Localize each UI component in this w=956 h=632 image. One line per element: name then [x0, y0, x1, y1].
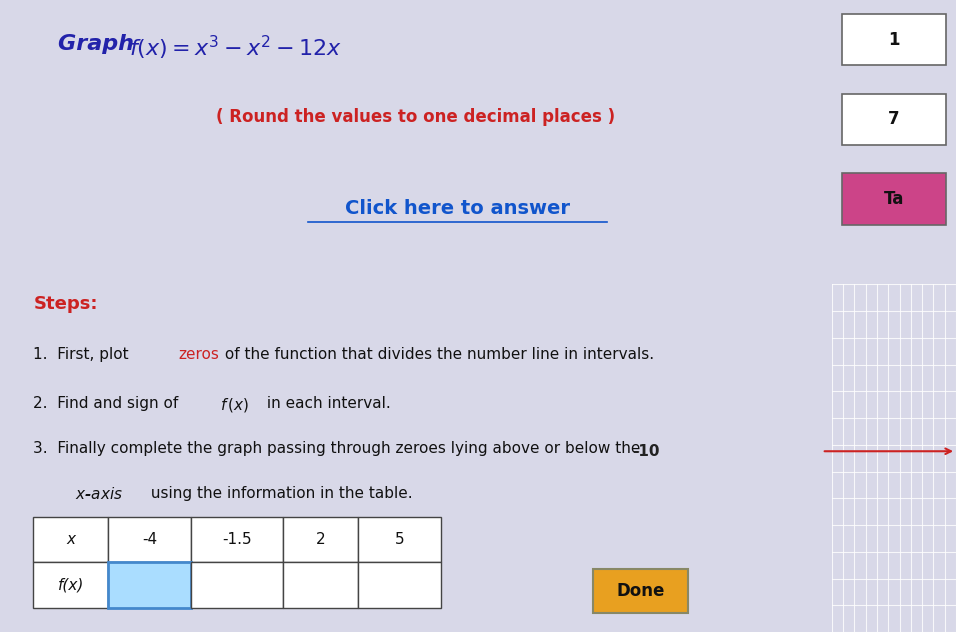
Text: ( Round the values to one decimal places ): ( Round the values to one decimal places…	[216, 108, 616, 126]
Text: 1: 1	[888, 31, 900, 49]
Text: 2: 2	[315, 532, 325, 547]
Text: in each interval.: in each interval.	[262, 396, 391, 411]
Text: zeros: zeros	[179, 347, 220, 362]
Bar	[108, 562, 191, 608]
Bar	[358, 562, 441, 608]
Text: -10: -10	[632, 444, 660, 459]
Text: 5: 5	[395, 532, 404, 547]
Text: 1.  First, plot: 1. First, plot	[33, 347, 134, 362]
Text: 3.  Finally complete the graph passing through zeroes lying above or below the: 3. Finally complete the graph passing th…	[33, 441, 641, 456]
Bar	[358, 517, 441, 562]
Text: using the information in the table.: using the information in the table.	[145, 486, 412, 501]
Text: Click here to answer: Click here to answer	[345, 199, 570, 218]
Bar	[33, 517, 108, 562]
Text: -4: -4	[142, 532, 158, 547]
Text: Done: Done	[617, 582, 664, 600]
Bar	[283, 562, 358, 608]
Text: x: x	[66, 532, 76, 547]
Bar	[33, 562, 108, 608]
Text: of the function that divides the number line in intervals.: of the function that divides the number …	[221, 347, 655, 362]
Text: $f(x) = x^3 - x^2 - 12x$: $f(x) = x^3 - x^2 - 12x$	[129, 34, 342, 63]
Bar	[841, 94, 946, 145]
Text: Graph: Graph	[58, 34, 150, 54]
Text: $\mathit{x}$-$\mathit{axis}$: $\mathit{x}$-$\mathit{axis}$	[75, 486, 122, 502]
Text: Ta: Ta	[883, 190, 904, 208]
Text: Steps:: Steps:	[33, 295, 98, 313]
Bar	[841, 15, 946, 66]
Bar	[191, 517, 283, 562]
Text: f(x): f(x)	[57, 578, 84, 593]
Bar	[841, 173, 946, 225]
Bar	[191, 562, 283, 608]
Bar	[108, 517, 191, 562]
Text: 7: 7	[888, 111, 900, 128]
Bar	[283, 517, 358, 562]
Text: $f\,\mathit{(x)}$: $f\,\mathit{(x)}$	[221, 396, 250, 413]
Text: 2.  Find and sign of: 2. Find and sign of	[33, 396, 184, 411]
Text: -1.5: -1.5	[222, 532, 251, 547]
